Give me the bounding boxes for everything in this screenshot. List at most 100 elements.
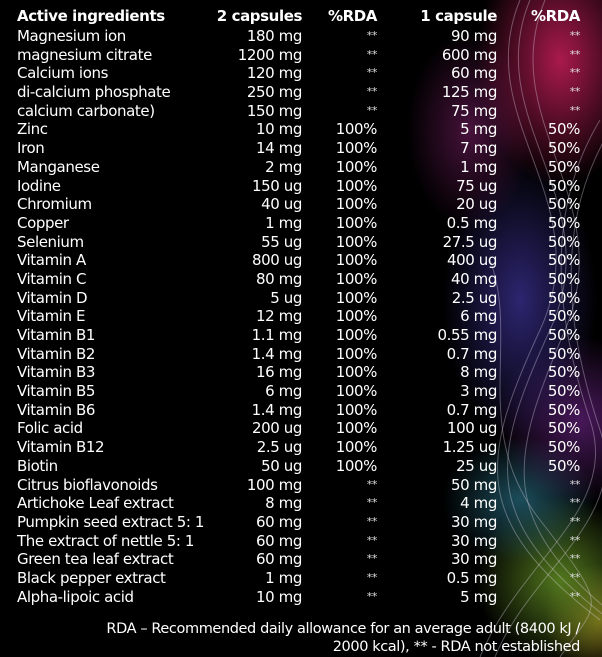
footnote-line-1: RDA – Recommended daily allowance for an… [106, 621, 580, 637]
table-row: Zinc 10 mg 100% 5 mg 50% [17, 120, 597, 139]
amount-2-capsules: 14 mg [256, 139, 302, 158]
amount-1-capsule: 0.7 mg [446, 344, 498, 363]
ingredient-name: Vitamin D [17, 288, 88, 307]
ingredient-name: calcium carbonate) [17, 101, 155, 120]
table-row: Vitamin B2 1.4 mg 100% 0.7 mg 50% [17, 345, 597, 364]
amount-2-capsules: 150 mg [246, 101, 303, 120]
table-row: magnesium citrate 1200 mg ** 600 mg ** [17, 46, 597, 65]
amount-2-capsules: 1.4 mg [251, 400, 303, 419]
ingredient-name: Pumpkin seed extract 5: 1 [17, 512, 204, 531]
ingredient-name: Vitamin B12 [17, 438, 105, 457]
rda-1-capsule: ** [569, 47, 581, 61]
ingredient-name: The extract of nettle 5: 1 [17, 531, 195, 550]
amount-2-capsules: 10 mg [256, 587, 302, 606]
ingredient-name: magnesium citrate [17, 45, 152, 64]
rda-2-capsules: 100% [335, 232, 378, 251]
amount-2-capsules: 800 ug [251, 251, 302, 270]
rda-2-capsules: 100% [335, 288, 378, 307]
rda-2-capsules: ** [366, 85, 378, 99]
table-row: Green tea leaf extract 60 mg ** 30 mg ** [17, 550, 597, 569]
rda-1-capsule: 50% [547, 195, 581, 214]
rda-1-capsule: 50% [547, 419, 581, 438]
amount-1-capsule: 125 mg [441, 83, 498, 102]
rda-1-capsule: 50% [547, 232, 581, 251]
table-row: Vitamin B12 2.5 ug 100% 1.25 ug 50% [17, 438, 597, 457]
amount-1-capsule: 25 ug [456, 456, 497, 475]
rda-1-capsule: 50% [547, 363, 581, 382]
header-1-capsule: 1 capsule [420, 7, 497, 25]
amount-2-capsules: 2.5 ug [256, 438, 303, 457]
amount-1-capsule: 27.5 ug [442, 232, 498, 251]
ingredient-name: Vitamin B1 [17, 326, 96, 344]
amount-1-capsule: 8 mg [460, 363, 497, 382]
table-row: Magnesium ion 180 mg ** 90 mg ** [17, 27, 597, 46]
table-header: Active ingredients 2 capsules %RDA 1 cap… [17, 5, 597, 27]
table-row: Citrus bioflavonoids 100 mg ** 50 mg ** [17, 476, 597, 495]
ingredient-name: Vitamin C [17, 269, 87, 288]
rda-2-capsules: ** [366, 570, 378, 584]
header-rda-2: %RDA [327, 7, 377, 25]
amount-2-capsules: 10 mg [256, 120, 302, 139]
table-row: Iron 14 mg 100% 7 mg 50% [17, 139, 597, 158]
amount-1-capsule: 0.5 mg [446, 568, 498, 587]
ingredient-name: Vitamin B5 [17, 382, 96, 401]
amount-1-capsule: 100 ug [446, 419, 497, 438]
rda-2-capsules: ** [366, 589, 378, 603]
rda-2-capsules: 100% [335, 176, 378, 195]
ingredient-name: Iron [17, 139, 45, 158]
amount-1-capsule: 60 mg [451, 64, 497, 83]
amount-1-capsule: 400 ug [446, 251, 497, 270]
rda-2-capsules: 100% [335, 307, 378, 326]
amount-1-capsule: 1 mg [460, 157, 497, 176]
rda-1-capsule: ** [569, 589, 581, 603]
amount-2-capsules: 150 ug [251, 176, 302, 195]
rda-1-capsule: ** [569, 514, 581, 528]
amount-1-capsule: 90 mg [451, 27, 497, 45]
rda-2-capsules: ** [366, 477, 378, 491]
amount-2-capsules: 50 ug [261, 456, 302, 475]
amount-1-capsule: 30 mg [451, 550, 497, 569]
ingredient-name: Biotin [17, 456, 58, 475]
rda-2-capsules: 100% [335, 120, 378, 139]
rda-1-capsule: ** [569, 85, 581, 99]
rda-1-capsule: 50% [547, 120, 581, 139]
rda-2-capsules: ** [366, 29, 378, 42]
header-rda-1: %RDA [530, 7, 580, 25]
amount-2-capsules: 1 mg [265, 568, 302, 587]
rda-2-capsules: 100% [335, 400, 378, 419]
rda-2-capsules: ** [366, 103, 378, 117]
table-row: Folic acid 200 ug 100% 100 ug 50% [17, 419, 597, 438]
amount-1-capsule: 7 mg [460, 139, 497, 158]
table-row: Chromium 40 ug 100% 20 ug 50% [17, 195, 597, 214]
amount-1-capsule: 40 mg [451, 269, 497, 288]
rda-2-capsules: 100% [335, 438, 378, 457]
rda-2-capsules: ** [366, 496, 378, 510]
amount-2-capsules: 6 mg [265, 382, 302, 401]
amount-2-capsules: 60 mg [256, 512, 302, 531]
amount-2-capsules: 60 mg [256, 550, 302, 569]
footnote: RDA – Recommended daily allowance for an… [106, 620, 580, 656]
rda-1-capsule: 50% [547, 157, 581, 176]
rda-1-capsule: ** [569, 66, 581, 80]
rda-1-capsule: ** [569, 552, 581, 566]
amount-2-capsules: 80 mg [256, 269, 302, 288]
amount-2-capsules: 12 mg [256, 307, 302, 326]
rda-1-capsule: 50% [547, 288, 581, 307]
rda-2-capsules: 100% [335, 419, 378, 438]
rda-1-capsule: 50% [547, 269, 581, 288]
rda-1-capsule: 50% [547, 400, 581, 419]
amount-2-capsules: 8 mg [265, 494, 302, 513]
amount-1-capsule: 30 mg [451, 531, 497, 550]
amount-2-capsules: 180 mg [246, 27, 303, 45]
ingredient-name: Vitamin E [17, 307, 86, 326]
rda-2-capsules: ** [366, 66, 378, 80]
rda-1-capsule: 50% [547, 456, 581, 475]
rda-2-capsules: ** [366, 514, 378, 528]
amount-2-capsules: 1 mg [265, 213, 302, 232]
table-row: Alpha-lipoic acid 10 mg ** 5 mg ** [17, 588, 597, 607]
ingredient-name: Black pepper extract [17, 568, 166, 587]
ingredient-name: Magnesium ion [17, 27, 126, 45]
amount-1-capsule: 4 mg [460, 494, 497, 513]
table-row: Calcium ions 120 mg ** 60 mg ** [17, 64, 597, 83]
